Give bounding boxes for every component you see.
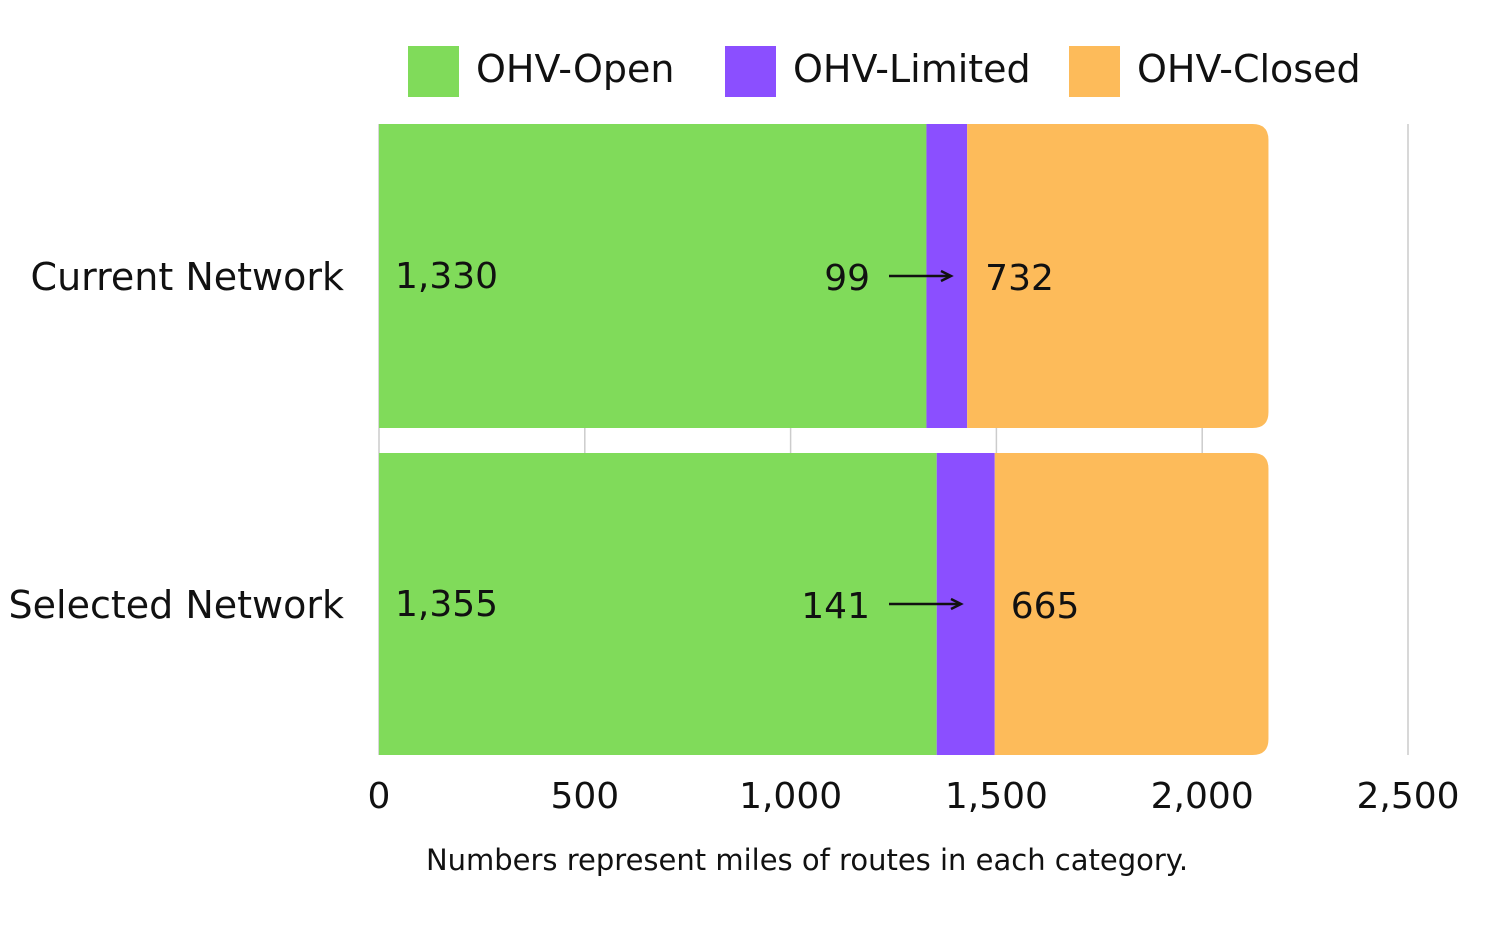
- value-label-open: 1,355: [395, 584, 498, 625]
- x-tick-label: 1,500: [945, 776, 1048, 817]
- category-label: Current Network: [31, 255, 344, 299]
- bar-ohv-closed-1: [994, 453, 1269, 755]
- arrow-head: [940, 269, 954, 283]
- bar-ohv-open-0: [379, 124, 927, 428]
- value-label-closed: 665: [1011, 586, 1080, 627]
- legend-swatch: [725, 46, 776, 97]
- x-tick-label: 2,000: [1151, 776, 1254, 817]
- value-labels: 1,330 99 732 1,355 141 665: [395, 256, 1079, 627]
- category-labels: Current Network Selected Network: [9, 255, 344, 627]
- bar-ohv-open-1: [379, 453, 937, 755]
- value-label-open: 1,330: [395, 256, 498, 297]
- arrow-head: [950, 597, 964, 611]
- value-label-closed: 732: [985, 258, 1054, 299]
- bars: [379, 124, 1269, 755]
- legend-swatch: [408, 46, 459, 97]
- chart-caption: Numbers represent miles of routes in eac…: [426, 843, 1188, 877]
- legend: OHV-Open OHV-Limited OHV-Closed: [408, 46, 1361, 97]
- legend-label: OHV-Limited: [793, 47, 1031, 91]
- value-label-limited: 99: [824, 258, 870, 299]
- category-label: Selected Network: [9, 583, 344, 627]
- legend-swatch: [1069, 46, 1120, 97]
- x-tick-label: 500: [550, 776, 619, 817]
- legend-label: OHV-Open: [476, 47, 675, 91]
- value-label-limited: 141: [801, 586, 870, 627]
- x-tick-label: 1,000: [739, 776, 842, 817]
- x-axis-ticks: 0 500 1,000 1,500 2,000 2,500: [368, 776, 1460, 817]
- x-tick-label: 2,500: [1356, 776, 1459, 817]
- bar-ohv-closed-0: [967, 124, 1269, 428]
- legend-label: OHV-Closed: [1137, 47, 1361, 91]
- x-tick-label: 0: [368, 776, 391, 817]
